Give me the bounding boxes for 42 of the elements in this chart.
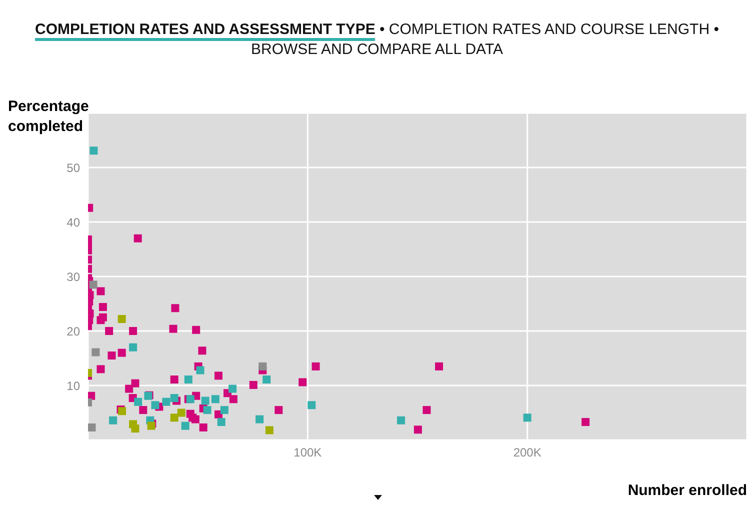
y-tick-label: 30	[66, 270, 80, 284]
point	[201, 396, 210, 405]
point	[92, 348, 100, 356]
point	[162, 398, 170, 406]
text: • COMPLETION RATES AND COURSE LENGTH •	[378, 21, 719, 38]
point	[88, 423, 96, 432]
point	[196, 366, 204, 374]
point	[170, 394, 178, 402]
y-tick-label: 10	[66, 378, 80, 393]
point	[170, 414, 178, 422]
point	[203, 406, 212, 414]
point	[258, 362, 267, 370]
y-tick-label: 20	[66, 324, 80, 338]
chart-title: COMPLETION RATES AND ASSESSMENT TYPE	[35, 21, 376, 41]
x-axis-title: Number enrolled	[628, 482, 747, 499]
point	[262, 376, 271, 384]
text: BROWSE AND COMPARE ALL DATA	[251, 41, 503, 58]
point	[89, 280, 98, 289]
point	[131, 424, 140, 433]
point	[184, 376, 192, 384]
point	[220, 406, 228, 414]
point	[129, 343, 138, 352]
point	[217, 418, 226, 426]
point	[151, 401, 160, 410]
point	[177, 408, 186, 417]
point	[397, 416, 406, 424]
point	[90, 146, 98, 155]
point	[134, 398, 142, 406]
y-axis-title: Percentage completed	[8, 97, 90, 137]
point	[118, 315, 126, 324]
y-tick-label: 40	[66, 215, 80, 230]
point	[109, 416, 118, 424]
point	[265, 426, 274, 434]
x-tick-label: 100K	[294, 446, 322, 460]
x-tick-label: 200K	[513, 446, 542, 460]
point	[256, 415, 264, 424]
point	[181, 422, 190, 430]
point	[211, 395, 220, 404]
point	[523, 414, 532, 422]
point	[228, 384, 237, 393]
point	[308, 401, 316, 410]
y-tick-label: 50	[66, 160, 80, 175]
